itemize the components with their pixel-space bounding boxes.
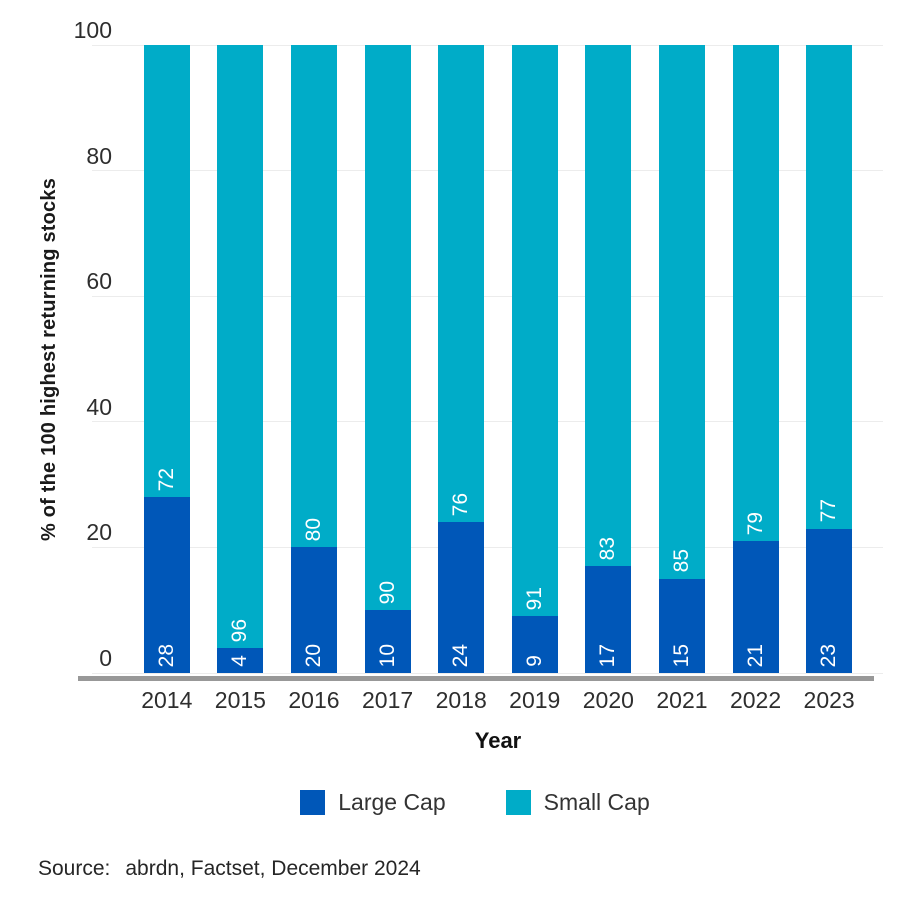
large-cap-segment-2015: 4 bbox=[217, 647, 264, 673]
segment-value-label: 17 bbox=[596, 643, 620, 667]
x-axis-ticks: 2014 2015 2016 2017 2018 2019 2020 2021 2022 2023 bbox=[130, 687, 866, 713]
x-tick-label-2018: 2018 bbox=[435, 687, 487, 713]
segment-value-label: 72 bbox=[154, 467, 178, 492]
bar-cell-2017: 90 10 bbox=[351, 45, 425, 673]
small-cap-segment-2018: 76 bbox=[438, 45, 485, 523]
large-cap-segment-2023: 23 bbox=[806, 528, 853, 673]
x-tick-label-2017: 2017 bbox=[361, 687, 414, 713]
x-axis-title: Year bbox=[474, 728, 522, 753]
bar-2015: 96 4 bbox=[217, 45, 264, 673]
large-cap-segment-2014: 28 bbox=[143, 497, 190, 673]
x-tick-label-2016: 2016 bbox=[288, 687, 340, 713]
bar-2021: 85 15 bbox=[658, 45, 705, 673]
plot-area: 72 28 96 4 80 20 90 10 76 24 91 9 83 17 85 15 79 21 77 23 bbox=[92, 44, 883, 674]
legend-label: Small Cap bbox=[543, 789, 650, 815]
y-tick-label-40: 40 bbox=[86, 393, 112, 420]
bar-cell-2021: 85 15 bbox=[645, 45, 719, 673]
x-axis-line bbox=[78, 676, 874, 681]
bar-cell-2016: 80 20 bbox=[277, 45, 351, 673]
segment-value-label: 79 bbox=[743, 511, 767, 536]
small-cap-segment-2019: 91 bbox=[511, 45, 558, 617]
small-cap-segment-2017: 90 bbox=[364, 45, 411, 611]
x-tick-label-2020: 2020 bbox=[582, 687, 634, 713]
gridline-80 bbox=[92, 170, 883, 172]
legend-label: Large Cap bbox=[338, 789, 446, 815]
bar-2023: 77 23 bbox=[806, 45, 853, 673]
segment-value-label: 91 bbox=[522, 587, 546, 611]
x-tick-label-2023: 2023 bbox=[803, 687, 855, 713]
bar-cell-2020: 83 17 bbox=[572, 45, 646, 673]
y-tick-label-0: 0 bbox=[99, 645, 112, 671]
segment-value-label: 4 bbox=[228, 655, 252, 667]
bar-2018: 76 24 bbox=[438, 45, 485, 673]
bar-2022: 79 21 bbox=[732, 45, 779, 673]
gridline-100 bbox=[92, 44, 883, 46]
large-cap-segment-2021: 15 bbox=[658, 578, 705, 673]
segment-value-label: 80 bbox=[301, 518, 325, 542]
source-note: Source: abrdn, Factset, December 2024 bbox=[38, 857, 421, 881]
source-label: Source: bbox=[38, 857, 111, 880]
segment-value-label: 15 bbox=[669, 643, 693, 667]
small-cap-segment-2021: 85 bbox=[658, 45, 705, 579]
segment-value-label: 28 bbox=[154, 643, 178, 667]
segment-value-label: 90 bbox=[375, 580, 399, 605]
bar-2017: 90 10 bbox=[364, 45, 411, 673]
source-text: abrdn, Factset, December 2024 bbox=[125, 857, 421, 880]
segment-value-label: 96 bbox=[228, 618, 252, 642]
chart-legend: Large Cap Small Cap bbox=[45, 789, 905, 816]
large-cap-segment-2022: 21 bbox=[732, 541, 779, 673]
x-tick-label-2014: 2014 bbox=[141, 687, 193, 713]
small-cap-segment-2015: 96 bbox=[217, 45, 264, 648]
gridline-60 bbox=[92, 295, 883, 297]
large-cap-segment-2016: 20 bbox=[290, 547, 337, 673]
bar-cell-2022: 79 21 bbox=[719, 45, 793, 673]
gridline-40 bbox=[92, 421, 883, 423]
small-cap-segment-2014: 72 bbox=[143, 45, 190, 498]
legend-swatch-icon bbox=[505, 790, 531, 815]
legend-item-large-cap: Large Cap bbox=[300, 789, 446, 816]
segment-value-label: 77 bbox=[817, 499, 841, 523]
gridline-0 bbox=[92, 672, 883, 674]
small-cap-segment-2022: 79 bbox=[732, 45, 779, 542]
bar-2014: 72 28 bbox=[143, 45, 190, 673]
large-cap-segment-2018: 24 bbox=[438, 522, 485, 673]
gridline-20 bbox=[92, 546, 883, 548]
y-tick-label-20: 20 bbox=[86, 519, 112, 546]
segment-value-label: 20 bbox=[301, 643, 325, 667]
y-tick-label-60: 60 bbox=[86, 268, 112, 295]
y-tick-label-80: 80 bbox=[86, 142, 112, 169]
bar-cell-2015: 96 4 bbox=[204, 45, 278, 673]
y-tick-label-100: 100 bbox=[73, 17, 112, 43]
x-tick-label-2021: 2021 bbox=[656, 687, 708, 713]
segment-value-label: 85 bbox=[669, 549, 693, 573]
bar-cell-2014: 72 28 bbox=[130, 45, 204, 673]
bar-cell-2019: 91 9 bbox=[498, 45, 572, 673]
bar-2016: 80 20 bbox=[290, 45, 337, 673]
bar-cell-2018: 76 24 bbox=[424, 45, 498, 673]
small-cap-segment-2020: 83 bbox=[585, 45, 632, 567]
small-cap-segment-2016: 80 bbox=[290, 45, 337, 548]
segment-value-label: 23 bbox=[817, 643, 841, 667]
segment-value-label: 76 bbox=[449, 492, 473, 517]
x-tick-label-2022: 2022 bbox=[729, 687, 782, 713]
legend-item-small-cap: Small Cap bbox=[505, 789, 650, 816]
large-cap-segment-2020: 17 bbox=[585, 566, 632, 673]
segment-value-label: 10 bbox=[375, 643, 399, 667]
legend-swatch-icon bbox=[300, 790, 326, 815]
x-tick-label-2019: 2019 bbox=[509, 687, 561, 713]
segment-value-label: 83 bbox=[596, 536, 620, 561]
segment-value-label: 24 bbox=[449, 643, 473, 667]
y-axis-title: % of the 100 highest returning stocks bbox=[38, 177, 60, 541]
bar-2019: 91 9 bbox=[511, 45, 558, 673]
segment-value-label: 21 bbox=[743, 643, 767, 667]
bar-cell-2023: 77 23 bbox=[792, 45, 866, 673]
bars-row: 72 28 96 4 80 20 90 10 76 24 91 9 83 17 85 15 79 21 77 23 bbox=[130, 45, 866, 673]
bar-2020: 83 17 bbox=[585, 45, 632, 673]
x-tick-label-2015: 2015 bbox=[214, 687, 266, 713]
segment-value-label: 9 bbox=[522, 655, 546, 667]
large-cap-segment-2017: 10 bbox=[364, 610, 411, 673]
large-cap-segment-2019: 9 bbox=[511, 616, 558, 673]
small-cap-segment-2023: 77 bbox=[806, 45, 853, 529]
